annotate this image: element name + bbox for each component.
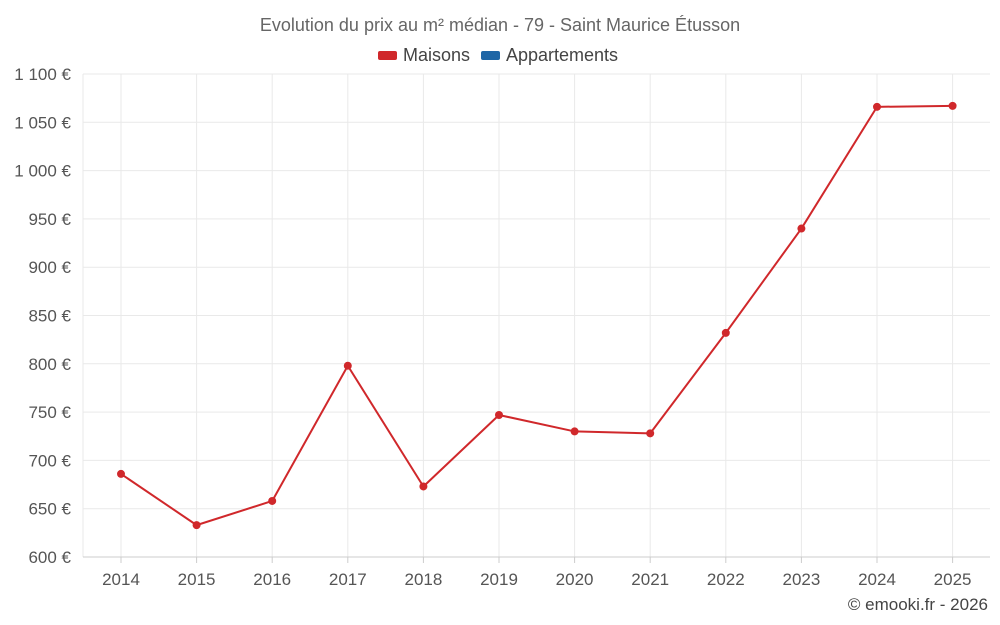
data-point-2017[interactable] <box>343 361 352 370</box>
x-tick-label: 2021 <box>631 570 669 589</box>
y-tick-label: 1 050 € <box>14 113 71 132</box>
legend-label-maisons[interactable]: Maisons <box>403 45 470 65</box>
y-tick-label: 900 € <box>28 258 71 277</box>
series-line <box>120 104 954 527</box>
grid <box>82 73 990 557</box>
legend-label-appartements[interactable]: Appartements <box>506 45 618 65</box>
data-point-2015[interactable] <box>192 521 201 530</box>
data-point-2022[interactable] <box>721 328 730 337</box>
x-tick-label: 2015 <box>178 570 216 589</box>
y-tick-label: 950 € <box>28 210 71 229</box>
x-tick-label: 2020 <box>556 570 594 589</box>
legend-swatch-appartements[interactable] <box>481 51 500 60</box>
data-point-2018[interactable] <box>419 482 428 491</box>
x-tick-label: 2016 <box>253 570 291 589</box>
x-tick-label: 2024 <box>858 570 896 589</box>
data-point-2025[interactable] <box>948 101 957 110</box>
y-tick-label: 650 € <box>28 500 71 519</box>
data-point-2019[interactable] <box>495 410 503 419</box>
y-tick-label: 700 € <box>28 451 71 470</box>
x-tick-label: 2014 <box>102 570 140 589</box>
y-tick-label: 850 € <box>28 307 71 326</box>
x-tick-label: 2018 <box>404 570 442 589</box>
y-tick-label: 800 € <box>28 355 71 374</box>
y-tick-label: 1 000 € <box>14 162 71 181</box>
data-point-2023[interactable] <box>797 224 806 233</box>
series <box>117 101 957 530</box>
legend-swatch-maisons[interactable] <box>378 51 397 60</box>
data-point-2024[interactable] <box>873 102 881 111</box>
data-point-2021[interactable] <box>646 429 655 438</box>
x-tick-label: 2025 <box>934 570 972 589</box>
credit-text: © emooki.fr - 2026 <box>848 595 988 614</box>
x-axis-tick-labels: 2014 2015 2016 2017 2018 2019 2020 2021 2022 2023… <box>102 570 971 589</box>
y-axis-tick-labels: 600 € 650 € 700 € 750 € 800 € 850 € 900 € 950 €… <box>14 65 71 567</box>
data-point-2014[interactable] <box>117 469 125 478</box>
x-tick-label: 2023 <box>782 570 820 589</box>
x-tick-label: 2022 <box>707 570 745 589</box>
y-tick-label: 750 € <box>28 403 71 422</box>
axes <box>83 556 990 563</box>
y-tick-label: 600 € <box>28 548 71 567</box>
series-maisons <box>117 101 957 530</box>
y-tick-label: 1 100 € <box>14 65 71 84</box>
x-tick-label: 2017 <box>329 570 367 589</box>
data-point-2016[interactable] <box>268 496 277 505</box>
x-tick-label: 2019 <box>480 570 518 589</box>
legend: Maisons Appartements <box>378 45 618 65</box>
data-point-2020[interactable] <box>570 427 579 436</box>
chart-title: Evolution du prix au m² médian - 79 - Sa… <box>260 15 740 35</box>
